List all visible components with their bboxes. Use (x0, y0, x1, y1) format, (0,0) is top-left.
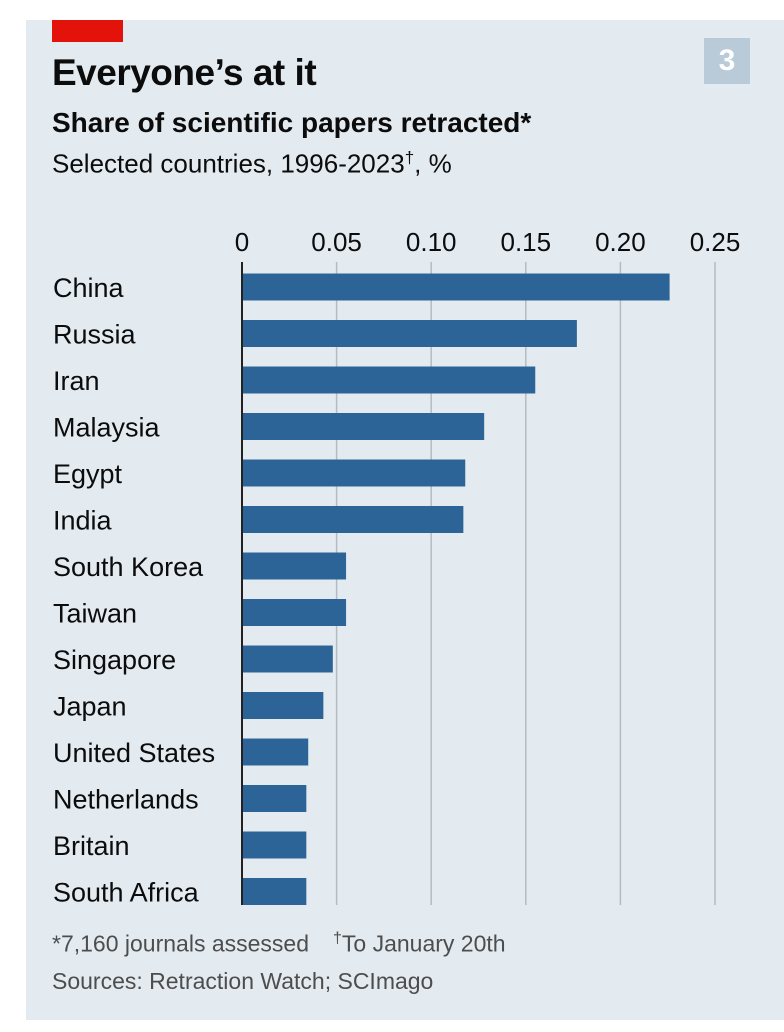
category-label: South Korea (53, 552, 204, 582)
category-label: Malaysia (53, 413, 161, 443)
bar-india (242, 506, 464, 533)
footnote-star: *7,160 journals assessed (52, 930, 309, 957)
bar-taiwan (242, 599, 347, 626)
bar-russia (242, 320, 577, 347)
red-accent-tag (52, 20, 123, 42)
bar-south-korea (242, 552, 347, 580)
category-label: Singapore (53, 645, 176, 675)
footnote: *7,160 journals assessed †To January 20th (52, 930, 506, 958)
category-label: Egypt (53, 459, 123, 489)
x-tick-label: 0.20 (595, 227, 646, 257)
chart-subtitle: Share of scientific papers retracted* (52, 107, 532, 138)
x-tick-label: 0.05 (311, 227, 362, 257)
x-tick-label: 0 (235, 227, 249, 257)
bar-united-states (242, 738, 309, 766)
bar-britain (242, 831, 307, 859)
source-note: Sources: Retraction Watch; SCImago (52, 968, 434, 994)
category-label: Japan (53, 692, 127, 722)
category-label: India (53, 506, 113, 536)
bar-south-africa (242, 878, 307, 905)
bar-egypt (242, 459, 466, 487)
bar-malaysia (242, 413, 485, 440)
bar-iran (242, 366, 536, 394)
chart-title: Everyone’s at it (52, 52, 317, 93)
unit-text: Selected countries, 1996-2023 (52, 148, 405, 179)
x-tick-label: 0.10 (406, 227, 457, 257)
category-label: Britain (53, 831, 130, 861)
bar-netherlands (242, 785, 307, 812)
chart-unit-line: Selected countries, 1996-2023†, % (52, 148, 452, 180)
unit-dagger: † (404, 148, 415, 167)
category-label: China (53, 273, 125, 303)
category-label: Russia (53, 320, 137, 350)
chart-number-badge: 3 (704, 38, 750, 84)
bar-singapore (242, 645, 333, 673)
category-label: Netherlands (53, 785, 199, 815)
unit-suffix: , % (414, 148, 452, 179)
footnote-dagger: † (333, 930, 342, 947)
category-label: Iran (53, 366, 100, 396)
bar-china (242, 273, 670, 301)
x-tick-label: 0.15 (500, 227, 551, 257)
category-label: United States (53, 738, 215, 768)
bar-japan (242, 692, 324, 719)
footnote-dagger-text: To January 20th (341, 930, 506, 957)
x-tick-label: 0.25 (690, 227, 741, 257)
category-label: Taiwan (53, 599, 137, 629)
category-label: South Africa (53, 878, 200, 908)
